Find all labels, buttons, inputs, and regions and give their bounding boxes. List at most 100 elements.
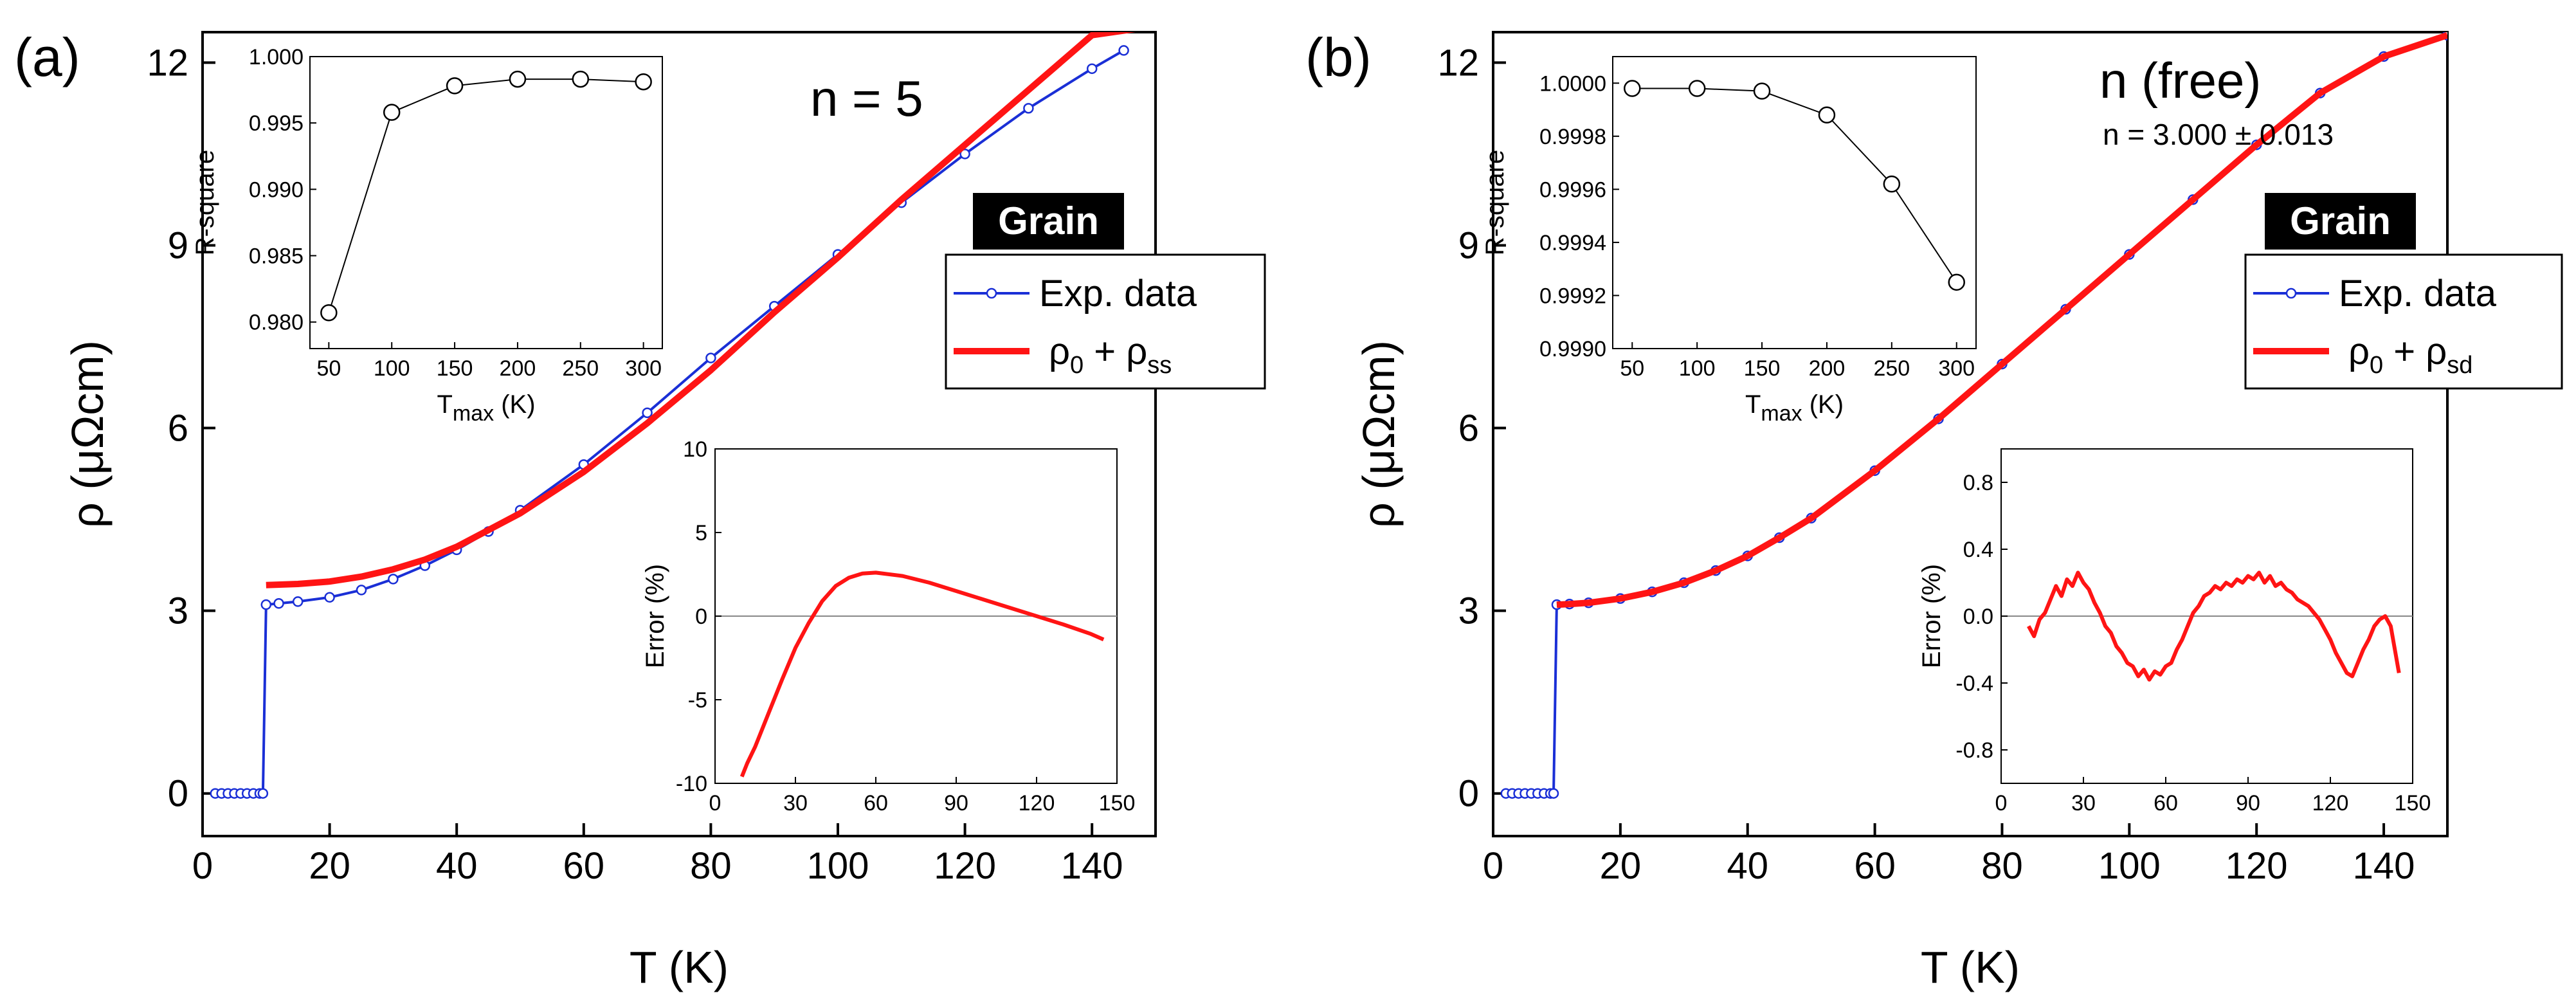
y-tick-label: 3	[168, 590, 188, 632]
inset-err-y-title: Error (%)	[1918, 564, 1946, 668]
inset-rsq-x-title-base: T	[437, 390, 452, 419]
inset-err-x-tick-label: 60	[864, 791, 888, 815]
y-tick-label: 9	[168, 224, 188, 266]
legend-fit-sub0: 0	[1070, 352, 1084, 379]
legend-fit-rho: ρ	[2348, 331, 2370, 372]
series-group	[210, 32, 1136, 799]
x-tick-label: 20	[309, 845, 350, 887]
x-tick-label: 80	[1981, 845, 2023, 887]
data-point	[1118, 45, 1129, 56]
x-tick-label: 0	[1483, 845, 1503, 887]
inset-rsq-frame	[309, 56, 663, 349]
data-point	[705, 352, 716, 363]
data-point	[257, 788, 269, 799]
inset-rsq-point	[1753, 82, 1771, 100]
series-fit-line	[1556, 32, 2447, 608]
inset-rsq-y-title: R-square	[191, 150, 219, 256]
plot-frame	[201, 31, 1157, 837]
x-axis-title: T (K)	[1921, 942, 2020, 992]
inset-rsq-frame	[1612, 56, 1977, 349]
inset-rsq-y-tick-label: 0.995	[249, 111, 304, 136]
legend-fit-label: ρ0 + ρsd	[2348, 331, 2472, 379]
legend-exp-label: Exp. data	[2339, 273, 2497, 314]
legend-fit-subsd: ss	[1147, 352, 1172, 379]
inset-rsq-point	[320, 304, 338, 322]
x-tick-label: 40	[1727, 845, 1768, 887]
legend-box	[945, 253, 1266, 390]
inset-rsq-y-tick-label: 1.000	[249, 45, 304, 69]
legend-box	[2244, 253, 2563, 390]
grain-tag-bg	[2265, 193, 2416, 250]
y-tick-label: 12	[147, 42, 188, 84]
x-tick-label: 100	[807, 845, 869, 887]
inset-err-y-tick-label: 10	[683, 437, 707, 462]
inset-err-y-tick-label: -5	[688, 688, 707, 713]
inset-rsq-point	[1624, 80, 1641, 97]
y-tick-label: 0	[1458, 773, 1479, 815]
inset-rsq-point	[383, 104, 401, 121]
y-tick-label: 0	[168, 773, 188, 815]
data-point	[1086, 63, 1098, 75]
inset-err-y-title: Error (%)	[641, 564, 669, 668]
inset-rsq-x-tick-label: 150	[437, 356, 473, 381]
inset-err-y-tick-label: 0.4	[1963, 538, 1993, 562]
legend-fit-subsd: sd	[2447, 352, 2472, 379]
legend-fit-plus-rho: + ρ	[1084, 331, 1147, 372]
inset-err-x-tick-label: 90	[2236, 791, 2260, 815]
inset-rsq-x-tick-label: 300	[1938, 356, 1975, 381]
series-fit-line	[266, 32, 1136, 588]
inset-rsq-y-tick-label: 0.990	[249, 178, 304, 202]
data-point	[1023, 103, 1034, 114]
inset-rsq-y-tick-label: 0.9990	[1539, 337, 1606, 361]
x-tick-label: 60	[563, 845, 605, 887]
data-point	[273, 598, 284, 609]
inset-rsq-x-tick-label: 200	[500, 356, 536, 381]
inset-rsq-y-tick-label: 0.9994	[1539, 231, 1606, 255]
inset-rsq-y-tick-label: 0.980	[249, 311, 304, 335]
inset-err-y-tick-label: -0.4	[1955, 671, 1993, 696]
inset-rsq-x-title-base: T	[1745, 390, 1761, 419]
legend-fit-rho: ρ	[1049, 331, 1070, 372]
inset-err-y-tick-label: 0	[695, 605, 707, 629]
inset-err-x-tick-label: 150	[2395, 791, 2431, 815]
inset-err-x-tick-label: 120	[2312, 791, 2349, 815]
inset-err-line	[739, 570, 1105, 778]
data-point	[356, 585, 367, 596]
inset-err-x-tick-label: 30	[783, 791, 808, 815]
inset-rsq-point	[509, 70, 527, 88]
plot-frame	[1492, 31, 2449, 837]
inset-rsq-x-tick-label: 50	[1620, 356, 1644, 381]
inset-rsq-point	[446, 77, 464, 95]
inset-rsq-x-title-tail: (K)	[494, 390, 535, 419]
inset-rsq-x-title-sub: max	[453, 401, 494, 426]
inset-rsq-point	[1883, 175, 1901, 193]
legend-exp-label: Exp. data	[1039, 273, 1197, 314]
inset-rsq-point	[572, 70, 590, 88]
inset-rsq-x-title-tail: (K)	[1802, 390, 1844, 419]
inset-err-y-tick-label: 0.0	[1963, 605, 1993, 629]
inset-rsq-x-tick-label: 250	[1873, 356, 1910, 381]
y-axis-title: ρ (μΩcm)	[62, 340, 113, 528]
inset-rsq-x-title-sub: max	[1761, 401, 1802, 426]
legend-exp-marker	[986, 287, 997, 299]
inset-rsq-y-tick-label: 0.9998	[1539, 125, 1606, 149]
x-tick-label: 140	[2353, 845, 2415, 887]
x-axis-title: T (K)	[630, 942, 729, 992]
data-point	[1548, 788, 1559, 799]
data-point	[292, 596, 304, 607]
x-tick-label: 0	[192, 845, 213, 887]
inset-rsq-x-title: Tmax (K)	[1745, 390, 1844, 426]
inset-rsq-y-tick-label: 0.9992	[1539, 284, 1606, 308]
legend-fit-plus-rho: + ρ	[2383, 331, 2447, 372]
x-tick-label: 40	[436, 845, 478, 887]
legend-fit-sub0: 0	[2370, 352, 2383, 379]
inset-err-x-tick-label: 120	[1019, 791, 1055, 815]
grain-tag-bg	[973, 193, 1124, 250]
inset-err-x-tick-label: 0	[709, 791, 721, 815]
data-point	[324, 592, 335, 603]
y-tick-label: 12	[1437, 42, 1479, 84]
y-tick-label: 6	[1458, 408, 1479, 450]
inset-err-y-tick-label: 5	[695, 521, 707, 545]
inset-err-y-tick-label: -10	[676, 772, 707, 796]
